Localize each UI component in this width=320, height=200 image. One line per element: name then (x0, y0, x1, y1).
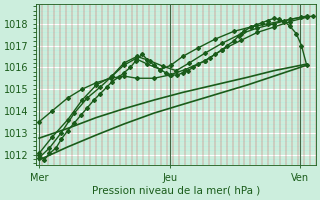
X-axis label: Pression niveau de la mer( hPa ): Pression niveau de la mer( hPa ) (92, 186, 260, 196)
